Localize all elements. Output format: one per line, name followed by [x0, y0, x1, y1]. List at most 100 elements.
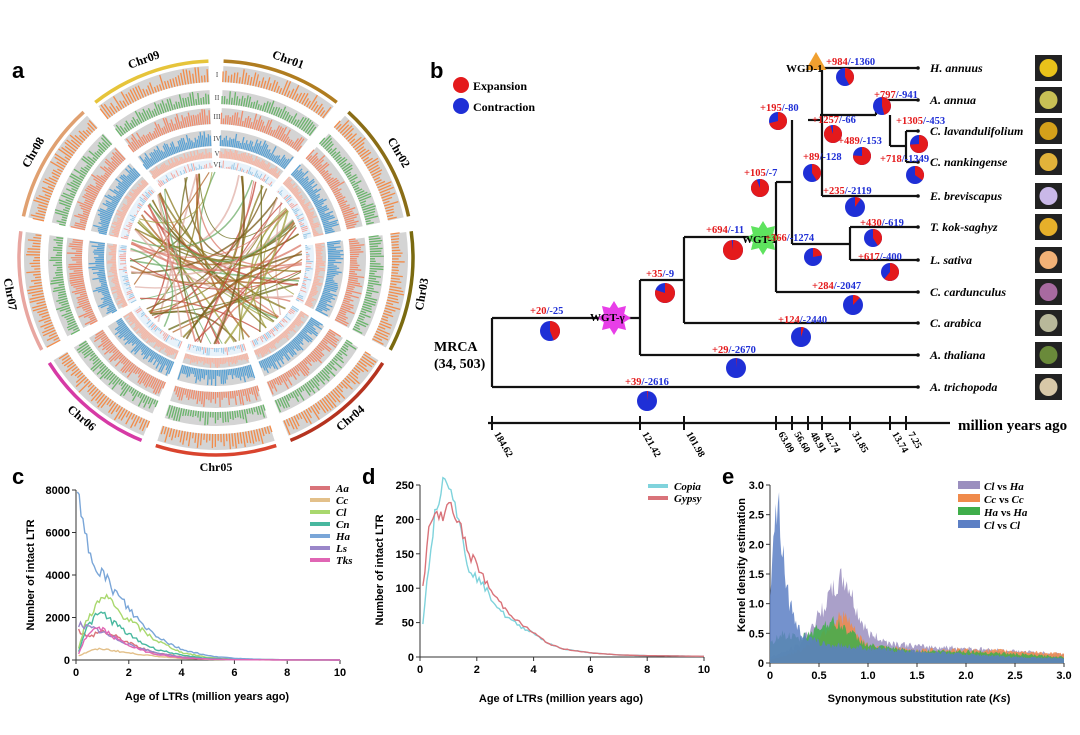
ring-bar	[274, 170, 281, 178]
ring-bar	[162, 332, 166, 336]
ring-bar	[349, 138, 356, 144]
ring-bar	[247, 430, 252, 444]
ring-bar	[273, 81, 279, 93]
ring-bar	[66, 361, 75, 368]
ring-bar	[281, 396, 288, 409]
ring-bar	[58, 290, 66, 294]
ring-bar	[300, 386, 305, 392]
ring-bar	[291, 368, 297, 375]
ring-bar	[308, 320, 323, 330]
ring-bar	[319, 371, 330, 382]
ring-bar	[32, 245, 41, 248]
ring-bar	[353, 367, 361, 374]
ring-bar	[327, 148, 333, 153]
ring-bar	[306, 381, 316, 394]
node-pie-expansion	[855, 196, 861, 207]
ring-bar	[158, 84, 163, 91]
ring-bar	[321, 170, 329, 177]
ring-bar	[373, 335, 383, 341]
ring-bar	[352, 137, 366, 149]
ring-bar	[160, 150, 166, 159]
ring-bar	[26, 270, 41, 274]
ring-bar	[297, 295, 303, 300]
ring-bar	[277, 127, 284, 140]
ring-bar	[229, 356, 232, 363]
ring-bar	[77, 201, 93, 209]
ring-bar	[99, 216, 111, 222]
ring-bar	[298, 222, 302, 225]
ring-bar	[277, 322, 282, 328]
ring-bar	[42, 190, 53, 195]
ring-bar	[285, 394, 290, 402]
ring-bar	[344, 167, 353, 174]
ring-bar	[346, 174, 352, 178]
ring-bar	[42, 329, 56, 337]
ring-bar	[120, 359, 131, 372]
ring-bar	[169, 122, 174, 132]
ring-bar	[273, 125, 281, 138]
ring-bar	[236, 345, 239, 349]
ring-bar	[357, 192, 372, 200]
ring-bar	[177, 101, 181, 109]
ring-bar	[152, 354, 161, 366]
ring-bar	[131, 133, 142, 148]
ring-bar	[356, 191, 368, 198]
ring-bar	[168, 428, 173, 438]
ring-bar	[195, 356, 198, 362]
ring-bar	[326, 275, 334, 278]
ring-bar	[87, 156, 96, 164]
ring-bar	[245, 95, 249, 108]
ring-bar	[182, 97, 186, 108]
ring-bar	[323, 287, 337, 293]
ring-bar	[281, 319, 285, 323]
ring-bar	[267, 381, 274, 395]
synteny-link	[224, 210, 289, 345]
ring-bar	[272, 378, 277, 385]
ring-bar	[128, 315, 135, 321]
ring-bar	[315, 374, 326, 385]
ring-bar	[292, 169, 299, 177]
ring-bar	[274, 377, 280, 386]
ring-bar	[227, 151, 230, 159]
ring-bar	[52, 169, 62, 175]
ring-bar	[69, 271, 83, 275]
ring-bar	[138, 325, 143, 330]
x-tick-label: 2.5	[1007, 670, 1022, 682]
ring-bar	[340, 162, 347, 168]
ring-bar	[79, 218, 88, 223]
ring-bar	[257, 405, 262, 415]
ring-bar	[120, 236, 129, 240]
ring-bar	[301, 93, 309, 105]
ring-bar	[326, 364, 333, 370]
ring-bar	[342, 164, 353, 172]
ring-bar	[124, 362, 134, 374]
ring-bar	[185, 69, 190, 85]
ring-bar	[272, 168, 278, 177]
ring-bar	[61, 357, 72, 365]
ring-bar	[256, 348, 261, 354]
ring-bar	[301, 227, 309, 231]
ring-bar	[106, 308, 117, 315]
ring-bar	[78, 300, 90, 306]
ring-bar	[307, 407, 313, 413]
ring-bar	[268, 181, 273, 186]
ring-bar	[111, 271, 118, 274]
ring-bar	[29, 298, 45, 304]
synteny-link	[237, 185, 264, 340]
ring-bar	[105, 343, 114, 351]
ring-bar	[154, 353, 159, 360]
contraction-count: /-2119	[844, 186, 872, 197]
ring-bar	[157, 180, 163, 187]
ring-bar	[340, 347, 347, 353]
ring-bar	[169, 79, 173, 88]
ring-bar	[254, 170, 258, 177]
synteny-link	[250, 208, 288, 329]
ring-bar	[361, 151, 372, 160]
synteny-link	[158, 192, 286, 310]
ring-bar	[196, 433, 200, 448]
ring-bar	[369, 167, 381, 174]
synteny-link	[138, 219, 235, 343]
ring-bar	[242, 142, 246, 150]
ring-bar	[243, 140, 248, 150]
